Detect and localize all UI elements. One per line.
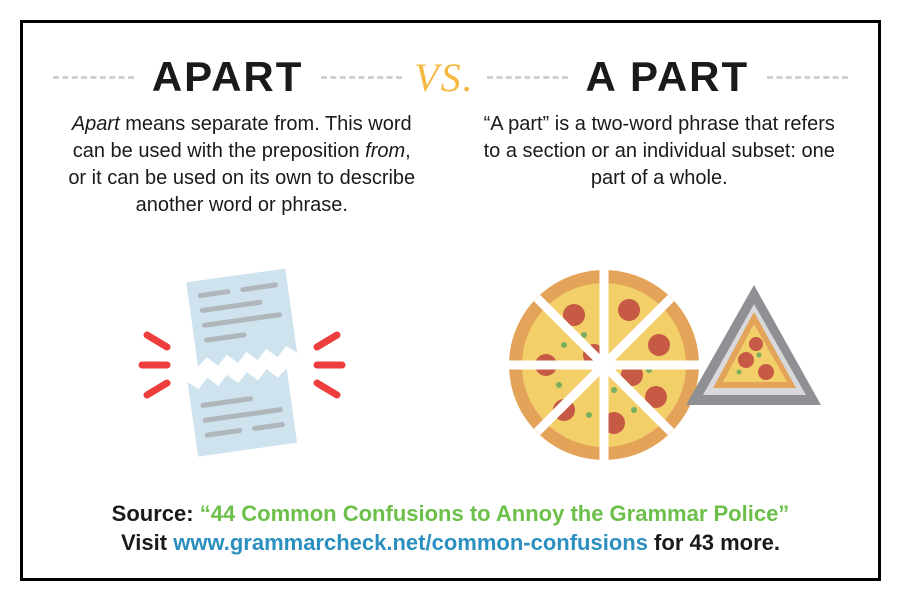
- footer-line-2: Visit www.grammarcheck.net/common-confus…: [53, 528, 848, 558]
- definition-left: Apart means separate from. This word can…: [53, 111, 431, 241]
- illustration-left: [53, 241, 431, 489]
- heading-left: Apart: [134, 53, 322, 101]
- dash-left: [53, 76, 134, 79]
- heading-right: A part: [568, 53, 768, 101]
- vs-label: VS.: [402, 54, 486, 101]
- footer: Source: “44 Common Confusions to Annoy t…: [53, 489, 848, 558]
- card-frame: Apart VS. A part Apart means separate fr…: [20, 20, 881, 581]
- definition-right: “A part” is a two-word phrase that refer…: [471, 111, 849, 241]
- dash-mid-right: [487, 76, 568, 79]
- col-left: Apart means separate from. This word can…: [53, 111, 431, 489]
- visit-suffix: for 43 more.: [648, 530, 780, 555]
- torn-receipt-icon: [112, 265, 372, 465]
- source-link: www.grammarcheck.net/common-confusions: [173, 530, 648, 555]
- source-title: “44 Common Confusions to Annoy the Gramm…: [200, 501, 790, 526]
- footer-line-1: Source: “44 Common Confusions to Annoy t…: [53, 499, 848, 529]
- pizza-icon: [489, 260, 829, 470]
- source-label: Source:: [112, 501, 200, 526]
- columns: Apart means separate from. This word can…: [53, 111, 848, 489]
- illustration-right: [471, 241, 849, 489]
- header-row: Apart VS. A part: [53, 53, 848, 101]
- dash-mid-left: [321, 76, 402, 79]
- visit-label: Visit: [121, 530, 173, 555]
- dash-right: [767, 76, 848, 79]
- col-right: “A part” is a two-word phrase that refer…: [471, 111, 849, 489]
